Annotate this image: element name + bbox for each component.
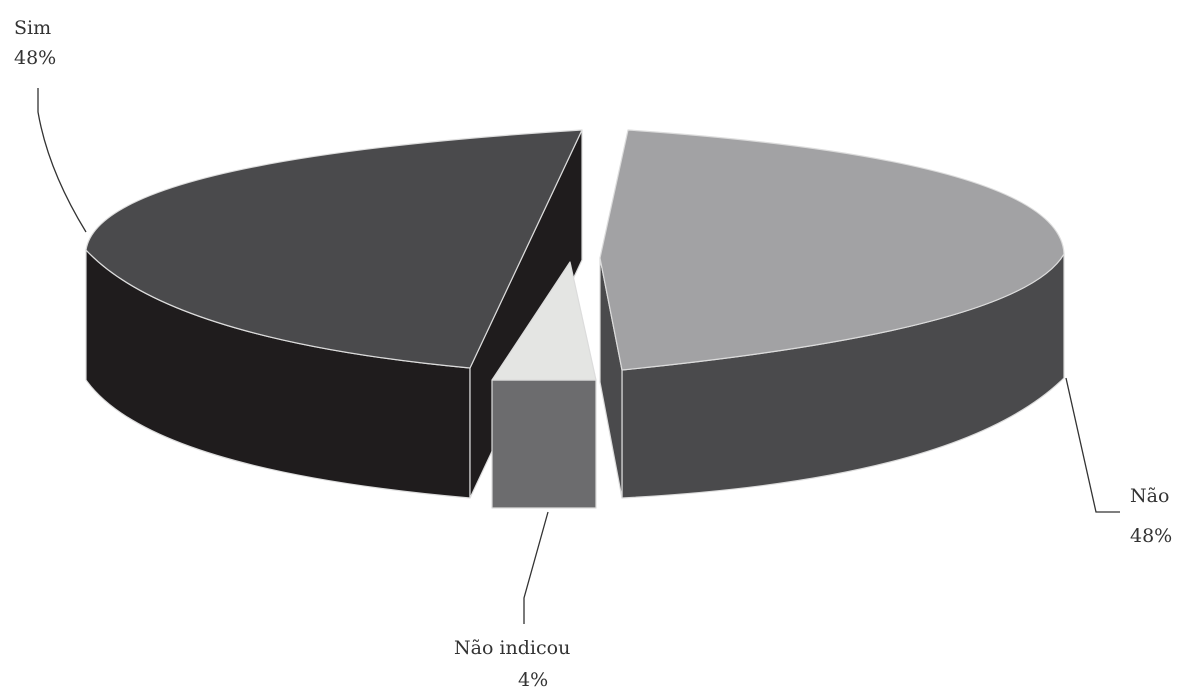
slice-nao-indicou-top — [491, 261, 597, 381]
label-nao-name: Não — [1130, 485, 1169, 507]
leader-line-sim — [37, 88, 87, 233]
label-nao-value: 48% — [1130, 525, 1172, 547]
slice-sim-top — [85, 129, 583, 369]
label-sim-value: 48% — [14, 47, 56, 69]
label-nao-indicou-value: 4% — [518, 669, 548, 691]
leader-line-nao-indicou — [523, 511, 549, 624]
slice-nao-indicou-side — [491, 379, 597, 509]
slice-nao-top — [599, 129, 1065, 371]
slice-group-nao-indicou — [491, 261, 597, 509]
slice-group-nao — [599, 129, 1065, 499]
label-sim-name: Sim — [14, 17, 51, 39]
leader-line-nao — [1065, 377, 1120, 513]
label-nao-indicou-name: Não indicou — [454, 637, 570, 659]
